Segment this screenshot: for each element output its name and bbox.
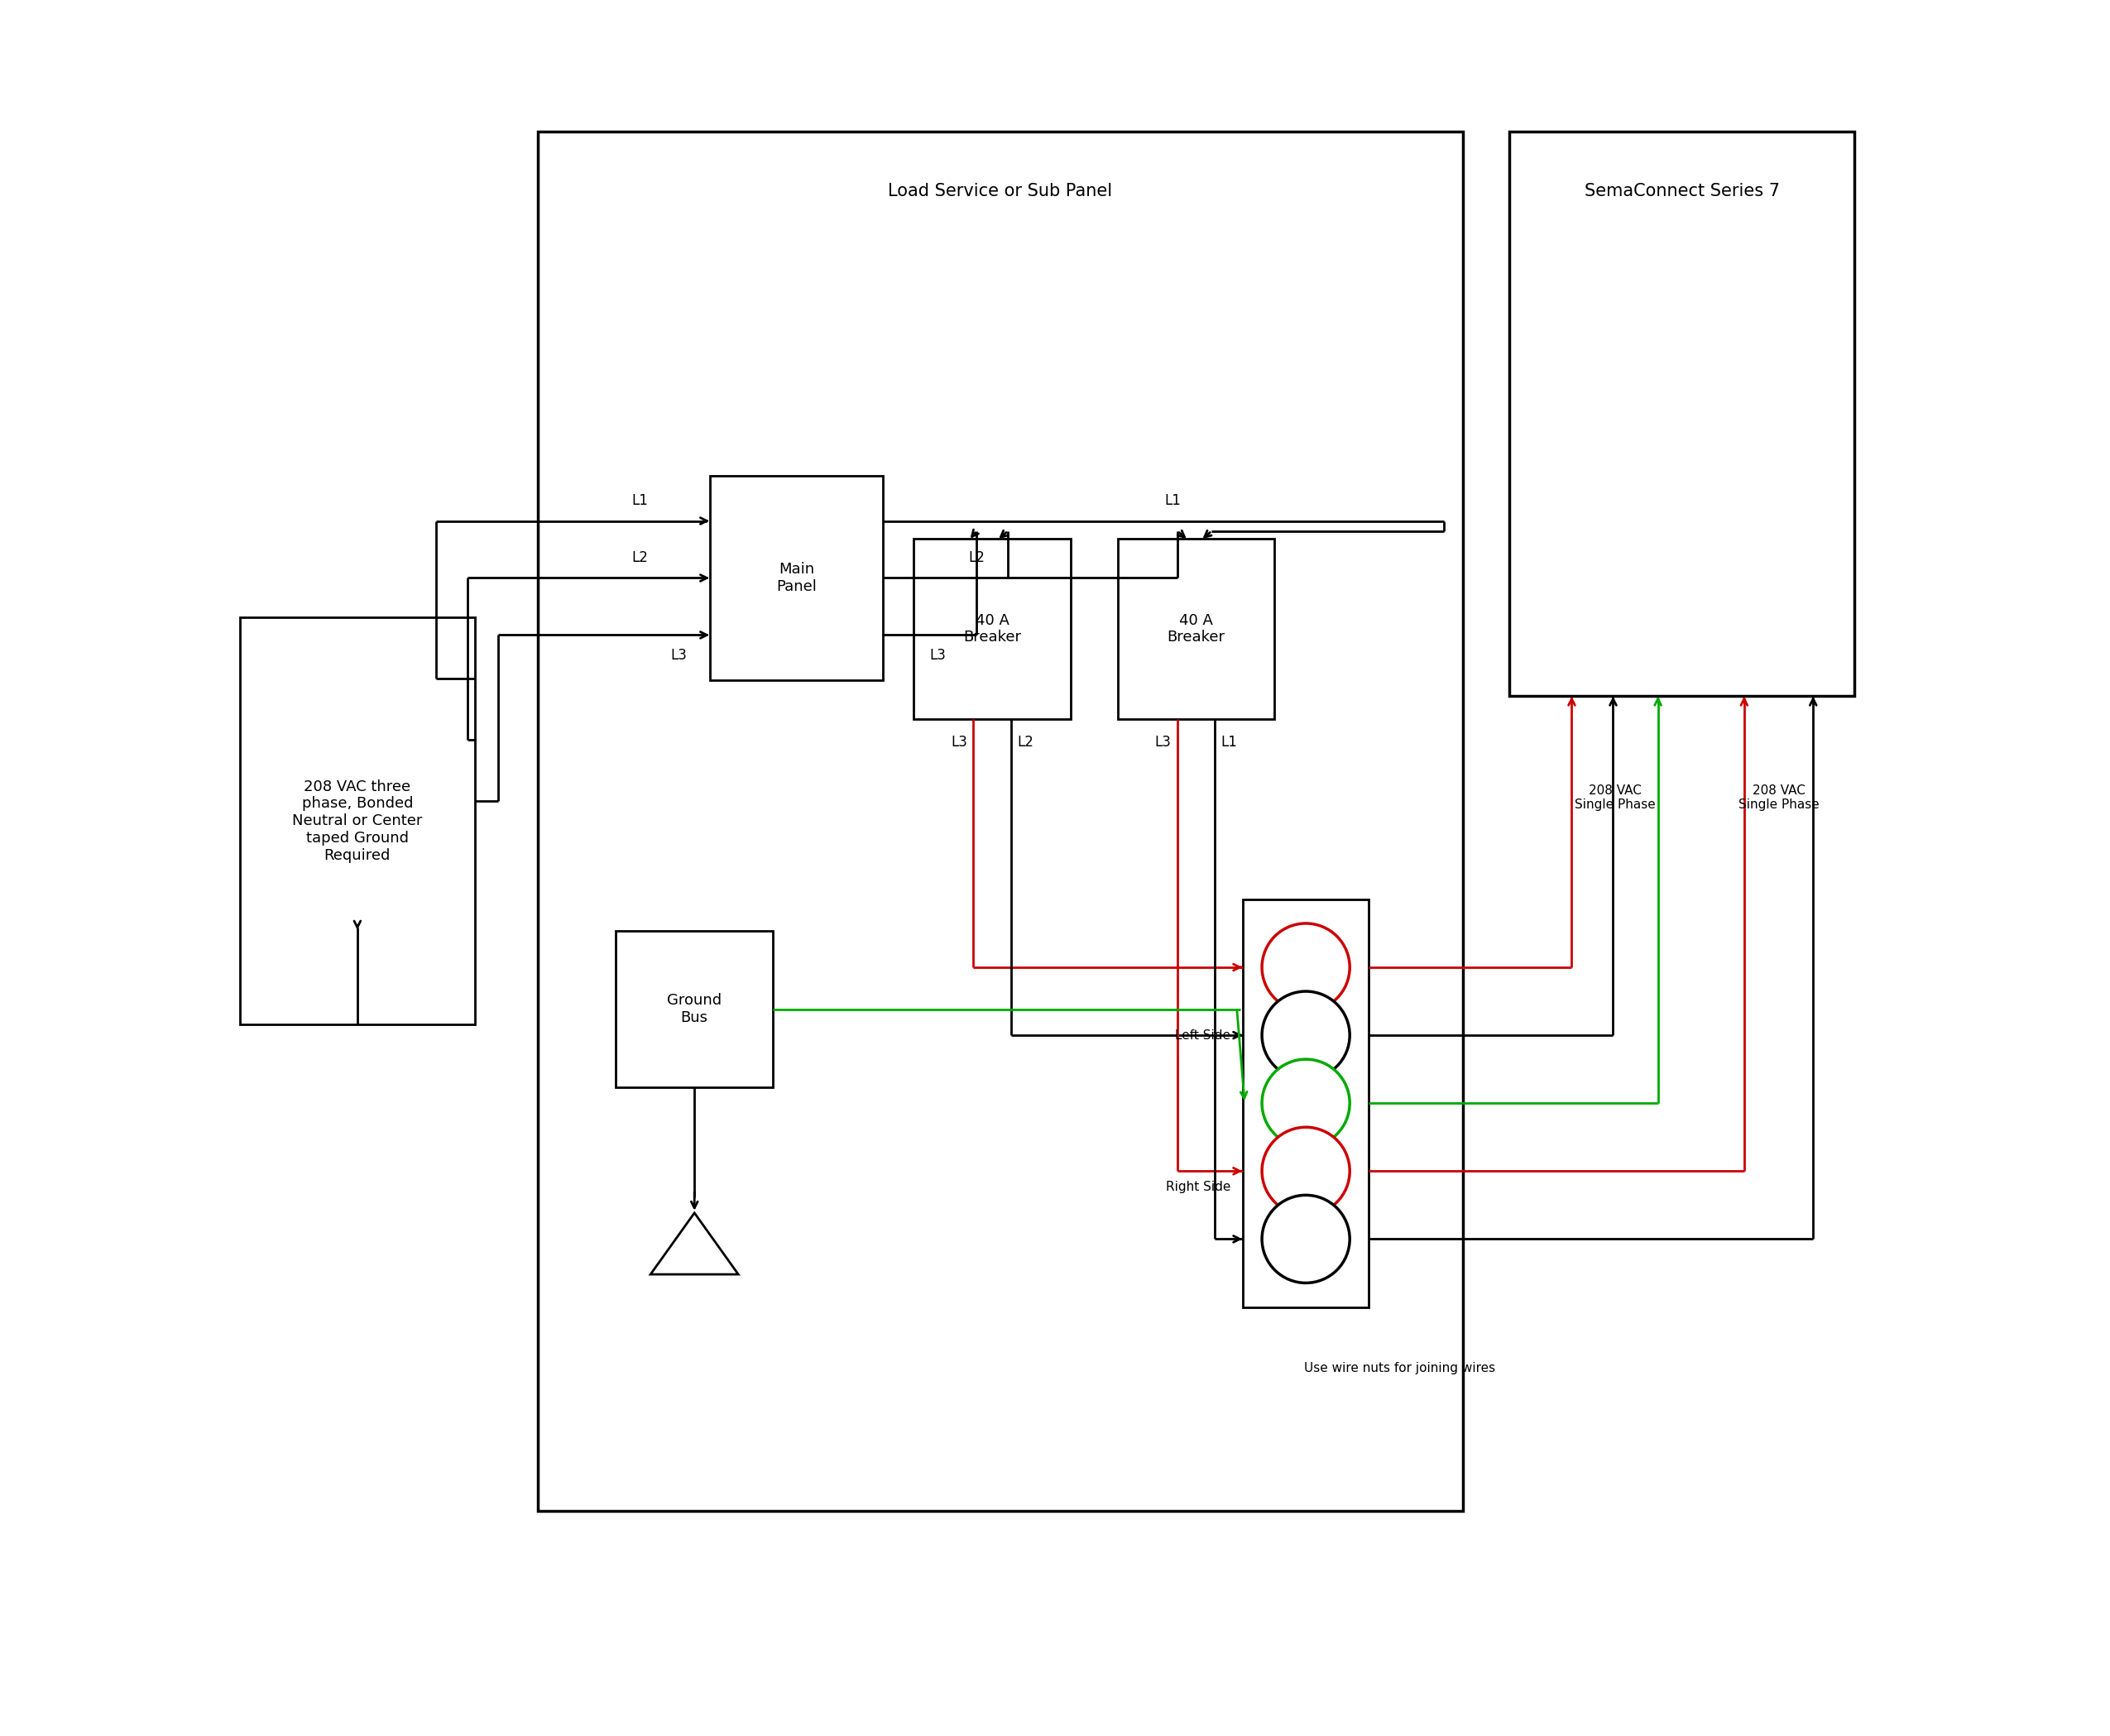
Text: 208 VAC
Single Phase: 208 VAC Single Phase	[1739, 785, 1819, 811]
Text: 208 VAC three
phase, Bonded
Neutral or Center
taped Ground
Required: 208 VAC three phase, Bonded Neutral or C…	[293, 779, 422, 863]
Circle shape	[1262, 924, 1350, 1010]
Circle shape	[1262, 1059, 1350, 1147]
Text: 40 A
Breaker: 40 A Breaker	[1167, 613, 1226, 646]
Text: Right Side: Right Side	[1165, 1180, 1230, 1193]
Bar	[1243, 899, 1369, 1307]
Text: L2: L2	[968, 550, 985, 566]
Text: L1: L1	[1165, 493, 1182, 509]
Text: L3: L3	[671, 648, 688, 663]
Text: 40 A
Breaker: 40 A Breaker	[964, 613, 1021, 646]
Text: L2: L2	[1017, 734, 1034, 750]
Text: Load Service or Sub Panel: Load Service or Sub Panel	[888, 182, 1112, 200]
Text: Left Side: Left Side	[1175, 1029, 1230, 1042]
Bar	[1118, 538, 1274, 719]
Text: L1: L1	[1222, 734, 1239, 750]
Text: Use wire nuts for joining wires: Use wire nuts for joining wires	[1304, 1361, 1496, 1375]
Text: L3: L3	[952, 734, 966, 750]
Text: L2: L2	[631, 550, 648, 566]
Text: L3: L3	[1154, 734, 1171, 750]
Text: SemaConnect Series 7: SemaConnect Series 7	[1585, 182, 1779, 200]
Circle shape	[1262, 1194, 1350, 1283]
Bar	[616, 930, 772, 1087]
Bar	[538, 132, 1462, 1510]
Bar	[914, 538, 1070, 719]
Bar	[711, 476, 882, 681]
Text: L1: L1	[631, 493, 648, 509]
Text: Main
Panel: Main Panel	[776, 562, 817, 594]
Text: 208 VAC
Single Phase: 208 VAC Single Phase	[1574, 785, 1654, 811]
Text: L3: L3	[928, 648, 945, 663]
Bar	[1509, 132, 1855, 696]
Circle shape	[1262, 1127, 1350, 1215]
Bar	[241, 618, 475, 1024]
Text: Ground
Bus: Ground Bus	[667, 993, 722, 1026]
Circle shape	[1262, 991, 1350, 1080]
